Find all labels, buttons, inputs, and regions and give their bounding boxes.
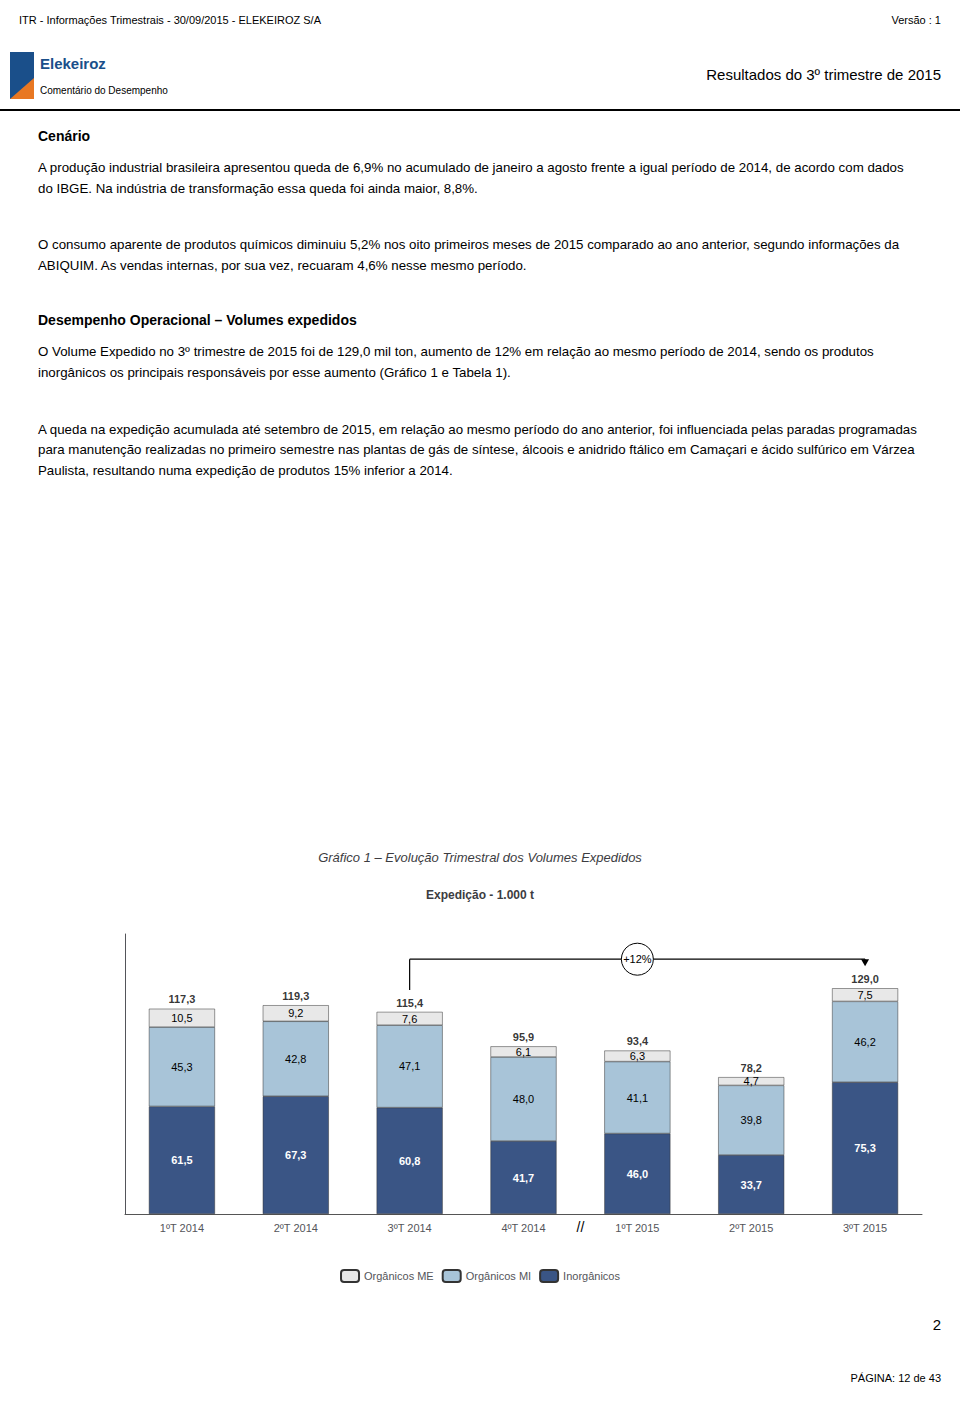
svg-text:41,1: 41,1 <box>627 1092 648 1104</box>
svg-text:95,9: 95,9 <box>513 1031 534 1043</box>
svg-text:+12%: +12% <box>623 953 652 965</box>
svg-text:9,2: 9,2 <box>288 1007 303 1019</box>
svg-text:47,1: 47,1 <box>399 1060 420 1072</box>
svg-text:45,3: 45,3 <box>171 1061 192 1073</box>
svg-text:33,7: 33,7 <box>741 1179 762 1191</box>
html-text:Versão : 1: Versão : 1 <box>891 14 941 26</box>
svg-text:7,5: 7,5 <box>857 989 872 1001</box>
svg-text:78,2: 78,2 <box>741 1062 762 1074</box>
svg-text:4ºT 2014: 4ºT 2014 <box>501 1222 545 1234</box>
svg-text:129,0: 129,0 <box>851 973 879 985</box>
svg-text:61,5: 61,5 <box>171 1154 192 1166</box>
html-text:Resultados do 3º trimestre de: Resultados do 3º trimestre de 2015 <box>706 66 941 83</box>
svg-text:117,3: 117,3 <box>168 993 195 1005</box>
html-text:A produção industrial brasilei: A produção industrial brasileira apresen… <box>38 160 904 196</box>
svg-text:Expedição - 1.000 t: Expedição - 1.000 t <box>426 888 534 902</box>
svg-text:7,6: 7,6 <box>402 1013 417 1025</box>
svg-text:6,1: 6,1 <box>516 1046 531 1058</box>
svg-text:Inorgânicos: Inorgânicos <box>563 1270 620 1282</box>
svg-text:10,5: 10,5 <box>171 1012 192 1024</box>
html-text:O consumo aparente de produtos: O consumo aparente de produtos químicos … <box>38 237 900 273</box>
svg-text:119,3: 119,3 <box>282 990 309 1002</box>
svg-text:1ºT 2015: 1ºT 2015 <box>615 1222 659 1234</box>
html-text:Elekeiroz: Elekeiroz <box>40 55 106 72</box>
svg-text:2ºT 2015: 2ºT 2015 <box>729 1222 773 1234</box>
svg-text:3ºT 2015: 3ºT 2015 <box>843 1222 887 1234</box>
svg-text:93,4: 93,4 <box>627 1035 649 1047</box>
svg-text:46,0: 46,0 <box>627 1168 648 1180</box>
svg-text:41,7: 41,7 <box>513 1172 534 1184</box>
html-text:Desempenho Operacional – Volum: Desempenho Operacional – Volumes expedid… <box>38 312 357 329</box>
svg-text:42,8: 42,8 <box>285 1053 306 1065</box>
svg-text:39,8: 39,8 <box>741 1114 762 1126</box>
svg-text:46,2: 46,2 <box>854 1036 875 1048</box>
svg-text:67,3: 67,3 <box>285 1149 306 1161</box>
html-text:ITR - Informações Trimestrais: ITR - Informações Trimestrais - 30/09/20… <box>19 14 321 26</box>
html-text:A queda na expedição acumulada: A queda na expedição acumulada até setem… <box>38 421 917 478</box>
svg-text:75,3: 75,3 <box>854 1142 875 1154</box>
svg-text:1ºT 2014: 1ºT 2014 <box>160 1222 204 1234</box>
svg-text:Orgânicos MI: Orgânicos MI <box>466 1270 531 1282</box>
svg-text:Gráfico 1 – Evolução Trimestra: Gráfico 1 – Evolução Trimestral dos Volu… <box>318 850 642 865</box>
svg-text:115,4: 115,4 <box>396 997 424 1009</box>
html-text:O Volume Expedido no 3º trimes: O Volume Expedido no 3º trimestre de 201… <box>38 344 874 380</box>
svg-text:48,0: 48,0 <box>513 1093 534 1105</box>
html-text:2: 2 <box>932 1316 941 1333</box>
html-text:Cenário: Cenário <box>38 128 91 144</box>
svg-text:60,8: 60,8 <box>399 1155 420 1167</box>
svg-text:6,3: 6,3 <box>630 1050 645 1062</box>
html-text:Comentário do Desempenho: Comentário do Desempenho <box>40 85 168 96</box>
svg-text://: // <box>577 1219 585 1235</box>
svg-text:2ºT 2014: 2ºT 2014 <box>274 1222 318 1234</box>
svg-text:4,7: 4,7 <box>744 1075 759 1087</box>
svg-text:Orgânicos ME: Orgânicos ME <box>364 1270 434 1282</box>
svg-text:3ºT 2014: 3ºT 2014 <box>388 1222 432 1234</box>
html-text:PÁGINA: 12 de 43: PÁGINA: 12 de 43 <box>850 1372 941 1384</box>
